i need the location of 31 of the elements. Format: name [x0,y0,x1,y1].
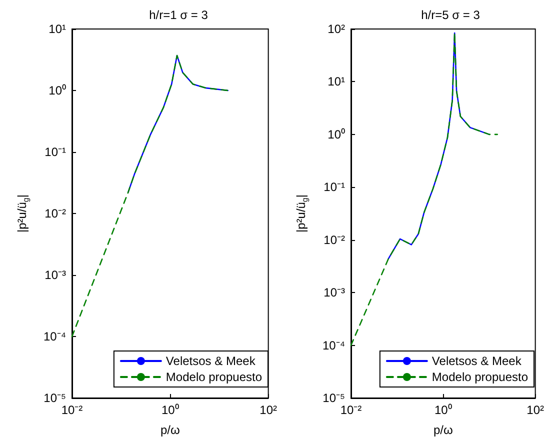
legend-label: Modelo propuesto [432,370,528,384]
y-tick-label: 10⁻² [44,206,66,220]
legend-label: Veletsos & Meek [432,354,522,368]
x-tick-label: 10² [260,403,278,417]
x-tick-label: 10² [526,403,544,417]
y-tick-label: 10⁻⁵ [44,391,66,405]
y-tick-label: 10² [328,22,346,36]
chart-title: h/r=1 σ = 3 [149,8,208,22]
x-tick-label: 10⁰ [161,403,179,417]
x-tick-label: 10⁰ [434,403,452,417]
legend-label: Modelo propuesto [166,370,262,384]
chart-title: h/r=5 σ = 3 [421,8,480,22]
y-tick-label: 10⁻¹ [324,180,346,194]
y-tick-label: 10⁻⁵ [322,391,346,405]
y-tick-label: 10⁻⁴ [322,338,345,352]
y-axis-title: |p²u/üg| [15,194,30,233]
x-axis-title: p/ω [160,423,180,437]
x-axis-title: p/ω [433,423,453,437]
x-tick-label: 10⁻² [340,403,362,417]
y-tick-label: 10⁻³ [44,268,66,282]
y-tick-label: 10⁻¹ [44,145,66,159]
y-tick-label: 10⁻⁴ [43,330,66,344]
y-tick-label: 10⁻³ [324,286,346,300]
y-axis-title: |p²u/üg| [294,194,310,233]
y-tick-label: 10¹ [48,22,66,36]
legend-label: Veletsos & Meek [166,354,256,368]
y-tick-label: 10⁰ [48,84,66,98]
y-tick-label: 10⁻² [324,232,346,247]
y-tick-label: 10⁰ [328,127,345,142]
y-tick-label: 10¹ [328,74,346,89]
x-tick-label: 10⁻² [61,403,83,417]
